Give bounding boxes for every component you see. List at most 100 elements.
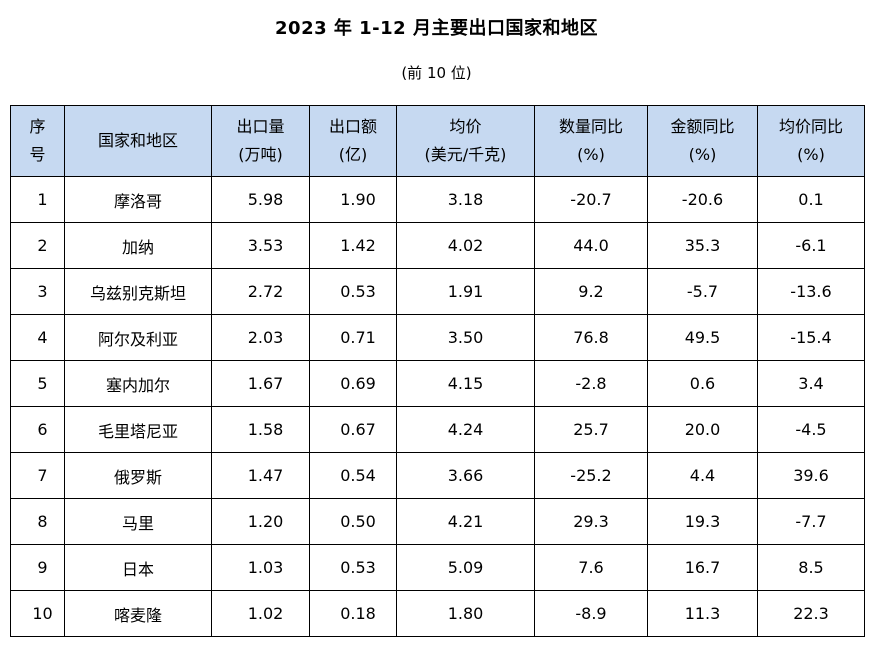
cell-volume-yoy: -20.7 <box>534 176 648 223</box>
cell-volume: 2.03 <box>211 314 310 361</box>
table-subtitle: (前 10 位) <box>401 64 472 82</box>
header-country: 国家和地区 <box>64 105 212 177</box>
cell-country: 日本 <box>64 544 212 591</box>
header-avg-price: 均价 (美元/千克) <box>396 105 535 177</box>
cell-value-yoy: -5.7 <box>647 268 758 315</box>
header-label: 序 <box>29 117 46 136</box>
cell-value-yoy: 35.3 <box>647 222 758 269</box>
header-volume-yoy: 数量同比 (%) <box>534 105 648 177</box>
table-row: 5 塞内加尔 1.67 0.69 4.15 -2.8 0.6 3.4 <box>10 360 865 407</box>
cell-country: 摩洛哥 <box>64 176 212 223</box>
cell-volume-yoy: 7.6 <box>534 544 648 591</box>
cell-country: 加纳 <box>64 222 212 269</box>
cell-volume-yoy: 25.7 <box>534 406 648 453</box>
cell-volume: 1.02 <box>211 590 310 637</box>
cell-volume-yoy: -2.8 <box>534 360 648 407</box>
cell-index: 9 <box>10 544 65 591</box>
table-row: 9 日本 1.03 0.53 5.09 7.6 16.7 8.5 <box>10 544 865 591</box>
cell-volume-yoy: 29.3 <box>534 498 648 545</box>
cell-avg-price: 5.09 <box>396 544 535 591</box>
cell-value-yoy: 49.5 <box>647 314 758 361</box>
cell-avg-price: 3.66 <box>396 452 535 499</box>
header-price-yoy: 均价同比 (%) <box>757 105 865 177</box>
header-unit: (美元/千克) <box>424 145 507 164</box>
header-label: 均价 <box>449 117 482 136</box>
cell-country: 阿尔及利亚 <box>64 314 212 361</box>
cell-country: 乌兹别克斯坦 <box>64 268 212 315</box>
cell-index: 2 <box>10 222 65 269</box>
header-unit: 号 <box>29 145 46 164</box>
header-label: 均价同比 <box>778 117 843 136</box>
header-unit: (%) <box>797 145 825 164</box>
cell-value: 0.67 <box>309 406 397 453</box>
cell-value: 0.50 <box>309 498 397 545</box>
cell-country: 马里 <box>64 498 212 545</box>
cell-volume: 1.47 <box>211 452 310 499</box>
cell-avg-price: 1.80 <box>396 590 535 637</box>
cell-country: 毛里塔尼亚 <box>64 406 212 453</box>
cell-volume-yoy: -8.9 <box>534 590 648 637</box>
cell-index: 5 <box>10 360 65 407</box>
table-row: 3 乌兹别克斯坦 2.72 0.53 1.91 9.2 -5.7 -13.6 <box>10 268 865 315</box>
table-body: 1 摩洛哥 5.98 1.90 3.18 -20.7 -20.6 0.1 2 加纳 3.53 1.42… <box>10 176 865 637</box>
cell-value-yoy: 19.3 <box>647 498 758 545</box>
cell-value-yoy: 16.7 <box>647 544 758 591</box>
cell-value-yoy: -20.6 <box>647 176 758 223</box>
cell-volume: 5.98 <box>211 176 310 223</box>
cell-value: 0.53 <box>309 544 397 591</box>
header-value: 出口额 (亿) <box>309 105 397 177</box>
cell-value-yoy: 4.4 <box>647 452 758 499</box>
cell-price-yoy: 3.4 <box>757 360 865 407</box>
cell-price-yoy: -15.4 <box>757 314 865 361</box>
cell-volume: 1.67 <box>211 360 310 407</box>
header-unit: (%) <box>577 145 605 164</box>
table-row: 7 俄罗斯 1.47 0.54 3.66 -25.2 4.4 39.6 <box>10 452 865 499</box>
cell-price-yoy: -7.7 <box>757 498 865 545</box>
cell-avg-price: 4.15 <box>396 360 535 407</box>
cell-value: 0.69 <box>309 360 397 407</box>
export-table: 序号 国家和地区 出口量 (万吨) 出口额 (亿) 均价 (美元/千克) 数量同比 (%) 金额同比… <box>10 105 865 637</box>
cell-value: 1.42 <box>309 222 397 269</box>
cell-value: 0.54 <box>309 452 397 499</box>
table-row: 6 毛里塔尼亚 1.58 0.67 4.24 25.7 20.0 -4.5 <box>10 406 865 453</box>
cell-value-yoy: 0.6 <box>647 360 758 407</box>
cell-volume-yoy: 9.2 <box>534 268 648 315</box>
header-row: 序号 国家和地区 出口量 (万吨) 出口额 (亿) 均价 (美元/千克) 数量同比 (%) 金额同比… <box>10 105 865 177</box>
cell-avg-price: 3.18 <box>396 176 535 223</box>
cell-avg-price: 4.02 <box>396 222 535 269</box>
header-unit: (万吨) <box>238 145 283 164</box>
cell-price-yoy: 0.1 <box>757 176 865 223</box>
cell-avg-price: 1.91 <box>396 268 535 315</box>
header-label: 金额同比 <box>670 117 735 136</box>
cell-volume-yoy: 44.0 <box>534 222 648 269</box>
cell-value-yoy: 11.3 <box>647 590 758 637</box>
cell-value: 1.90 <box>309 176 397 223</box>
cell-price-yoy: 22.3 <box>757 590 865 637</box>
cell-value-yoy: 20.0 <box>647 406 758 453</box>
cell-price-yoy: -6.1 <box>757 222 865 269</box>
cell-volume: 1.58 <box>211 406 310 453</box>
cell-index: 3 <box>10 268 65 315</box>
table-row: 2 加纳 3.53 1.42 4.02 44.0 35.3 -6.1 <box>10 222 865 269</box>
cell-country: 塞内加尔 <box>64 360 212 407</box>
cell-index: 4 <box>10 314 65 361</box>
cell-index: 7 <box>10 452 65 499</box>
header-label: 出口量 <box>236 117 285 136</box>
cell-index: 8 <box>10 498 65 545</box>
header-label: 国家和地区 <box>97 131 178 150</box>
cell-volume: 2.72 <box>211 268 310 315</box>
header-label: 数量同比 <box>558 117 623 136</box>
cell-country: 喀麦隆 <box>64 590 212 637</box>
cell-index: 10 <box>10 590 65 637</box>
cell-volume-yoy: 76.8 <box>534 314 648 361</box>
table-title: 2023 年 1-12 月主要出口国家和地区 <box>275 18 598 39</box>
header-value-yoy: 金额同比 (%) <box>647 105 758 177</box>
cell-country: 俄罗斯 <box>64 452 212 499</box>
cell-price-yoy: -4.5 <box>757 406 865 453</box>
cell-volume: 3.53 <box>211 222 310 269</box>
header-unit: (亿) <box>338 145 368 164</box>
table-row: 4 阿尔及利亚 2.03 0.71 3.50 76.8 49.5 -15.4 <box>10 314 865 361</box>
cell-price-yoy: 39.6 <box>757 452 865 499</box>
header-label: 出口额 <box>328 117 377 136</box>
cell-value: 0.53 <box>309 268 397 315</box>
